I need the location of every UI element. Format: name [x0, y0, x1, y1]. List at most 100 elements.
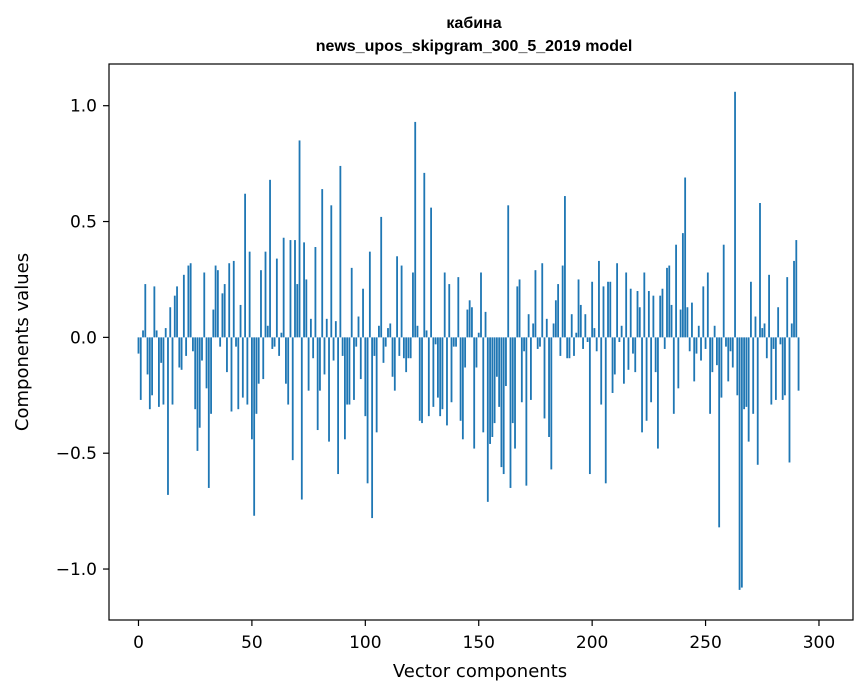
bar-219 [634, 337, 637, 373]
bar-203 [598, 260, 600, 338]
bar-262 [731, 337, 734, 368]
bar-291 [797, 337, 800, 391]
bar-240 [681, 233, 684, 338]
bar-44 [237, 337, 240, 410]
bar-172 [527, 314, 530, 338]
bar-225 [647, 291, 650, 338]
bar-167 [516, 286, 519, 338]
bar-92 [346, 337, 349, 405]
x-tick-label: 100 [349, 633, 381, 653]
bar-252 [709, 337, 711, 414]
bar-255 [716, 337, 718, 366]
bar-224 [645, 337, 648, 421]
bar-223 [643, 272, 646, 338]
x-axis-label: Vector components [393, 661, 567, 682]
bar-59 [271, 337, 274, 349]
bar-213 [620, 325, 623, 338]
bar-129 [430, 207, 432, 338]
bar-186 [559, 337, 562, 356]
bar-289 [793, 260, 795, 338]
bar-113 [393, 337, 396, 391]
bar-111 [389, 323, 392, 338]
bar-251 [706, 272, 709, 338]
bar-268 [745, 337, 748, 407]
bar-22 [187, 265, 190, 338]
bar-253 [711, 337, 714, 373]
bar-60 [273, 337, 276, 347]
bar-118 [405, 337, 408, 373]
bar-63 [280, 332, 283, 338]
bar-190 [568, 337, 571, 359]
bar-140 [455, 337, 457, 347]
bar-278 [768, 274, 770, 338]
bar-82 [323, 337, 326, 375]
bar-56 [264, 251, 267, 338]
bar-166 [514, 337, 516, 449]
bar-156 [491, 337, 494, 437]
bar-29 [203, 272, 206, 338]
bar-28 [201, 337, 203, 361]
x-tick-label: 0 [133, 633, 144, 653]
bar-285 [784, 337, 786, 396]
bar-254 [713, 325, 716, 338]
bar-196 [582, 337, 584, 349]
bar-249 [702, 286, 705, 338]
bar-264 [736, 337, 739, 396]
bar-65 [285, 337, 287, 384]
bar-126 [423, 172, 426, 338]
bar-109 [384, 337, 387, 347]
bar-97 [357, 316, 360, 338]
bar-115 [398, 337, 401, 356]
bar-151 [480, 272, 482, 338]
y-tick-label: −1.0 [56, 560, 97, 580]
bar-273 [756, 337, 759, 465]
bar-77 [312, 337, 315, 359]
bar-120 [409, 337, 412, 359]
bar-116 [400, 265, 403, 338]
bar-147 [471, 307, 473, 338]
bar-267 [743, 337, 746, 410]
bar-98 [359, 337, 362, 380]
bar-122 [414, 121, 417, 338]
bar-165 [511, 337, 514, 424]
bar-1 [139, 337, 142, 400]
bar-260 [727, 337, 730, 382]
bar-282 [777, 307, 780, 338]
bar-51 [253, 337, 256, 516]
bar-210 [613, 337, 616, 375]
bar-279 [770, 337, 773, 405]
bar-236 [672, 337, 675, 414]
bar-119 [407, 337, 410, 359]
bar-184 [554, 300, 557, 338]
bar-154 [486, 337, 489, 502]
bar-288 [790, 323, 793, 338]
bar-193 [575, 332, 578, 338]
bar-153 [484, 311, 487, 338]
bar-281 [774, 337, 777, 400]
bar-30 [205, 337, 208, 389]
bar-146 [468, 300, 471, 338]
bar-84 [328, 337, 330, 442]
bar-189 [566, 337, 569, 359]
bar-124 [418, 337, 421, 421]
bar-47 [244, 193, 246, 338]
bar-70 [296, 284, 299, 338]
bars-group [137, 91, 800, 590]
y-tick-label: 0.0 [70, 328, 97, 348]
bar-80 [319, 337, 321, 391]
bar-89 [339, 165, 342, 338]
bar-217 [629, 288, 632, 338]
bar-230 [659, 295, 662, 338]
bar-41 [230, 337, 233, 412]
bar-256 [718, 337, 721, 528]
bar-25 [194, 337, 197, 410]
bar-130 [432, 337, 435, 407]
bar-185 [557, 284, 560, 338]
bar-86 [332, 337, 335, 361]
bar-39 [226, 337, 228, 373]
bar-54 [260, 270, 262, 338]
bar-265 [738, 337, 741, 590]
bar-202 [595, 337, 598, 352]
bar-133 [439, 337, 442, 417]
